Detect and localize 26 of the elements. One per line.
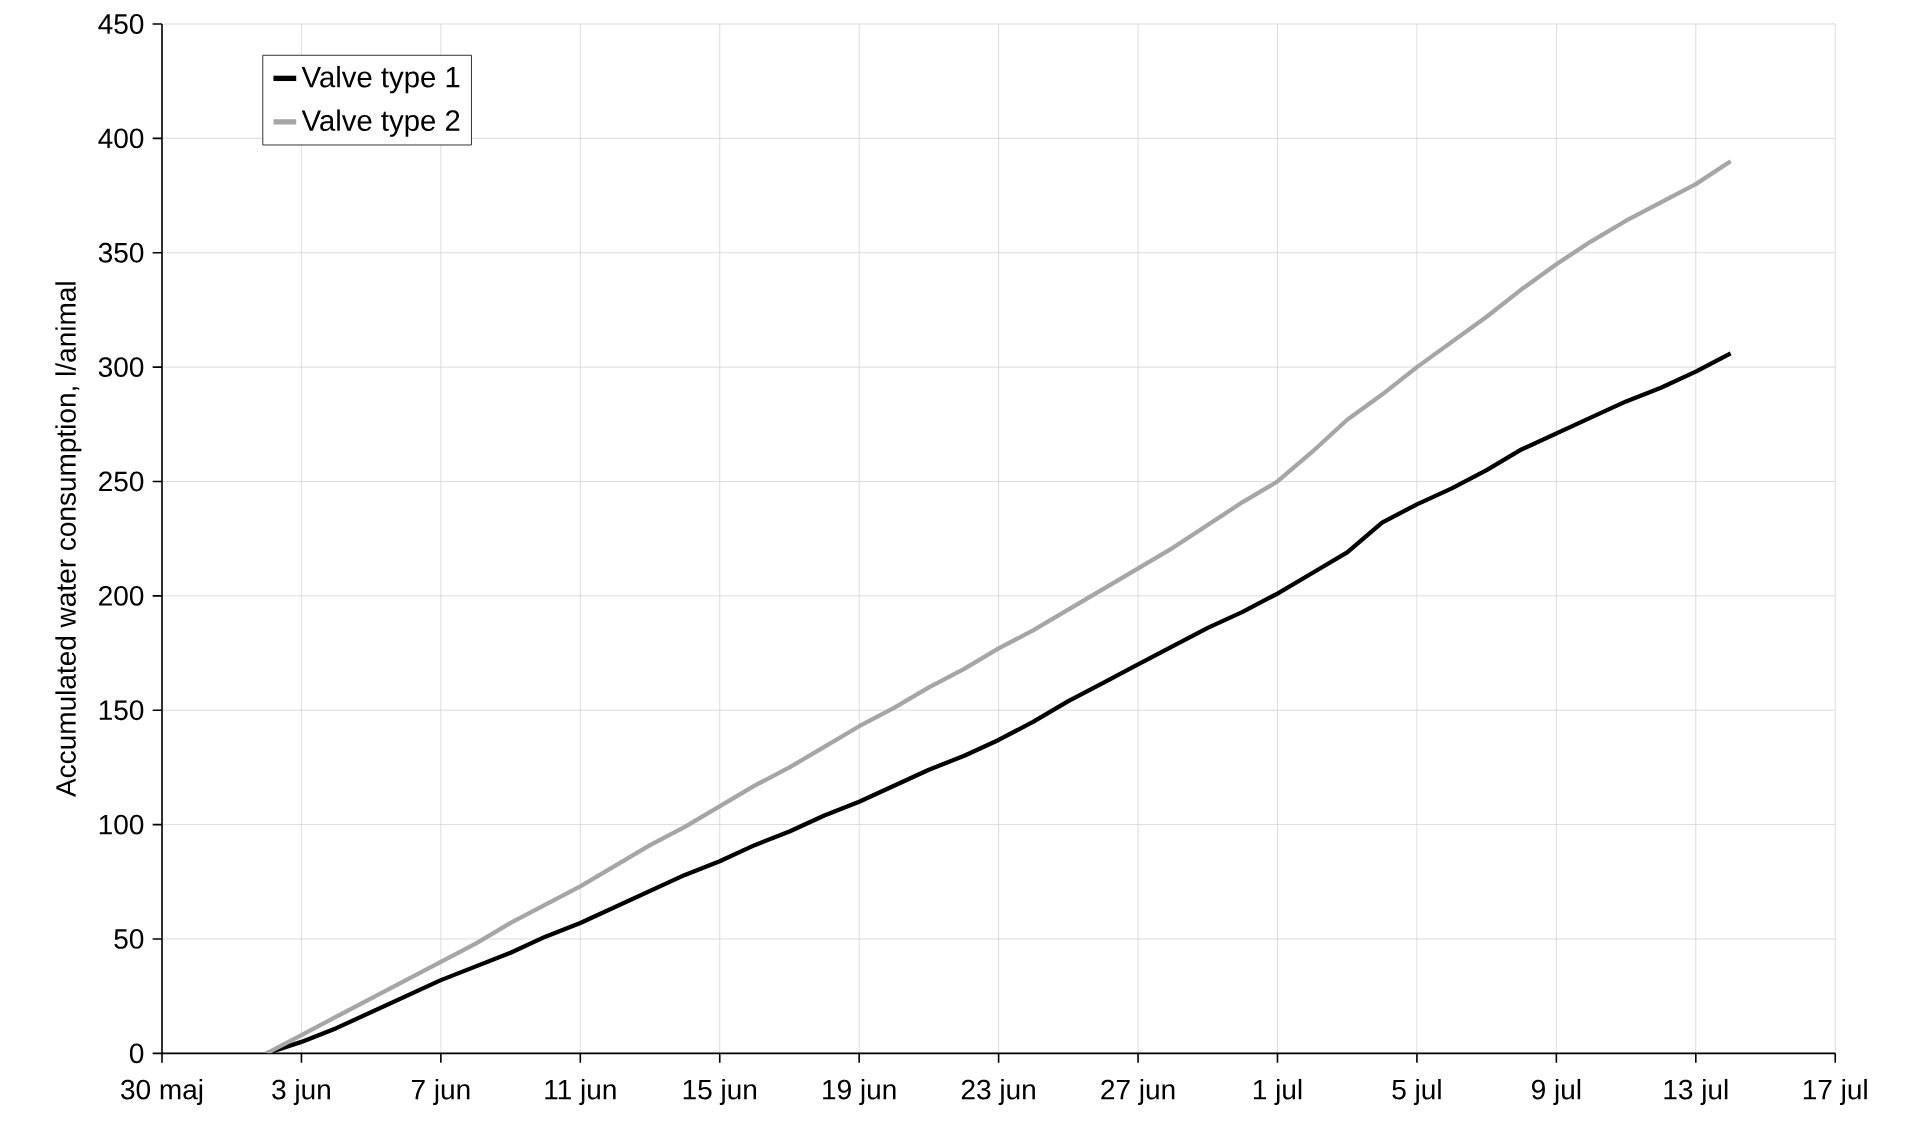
x-tick-label: 9 jul [1531,1078,1581,1106]
x-tick-label: 13 jul [1664,1078,1728,1106]
y-tick-label: 100 [99,814,144,835]
x-tick-label: 7 jun [411,1078,470,1106]
x-tick-label: 27 jun [1101,1078,1175,1106]
x-tick-label: 5 jul [1392,1078,1441,1106]
x-tick-label: 19 jun [823,1078,896,1106]
y-tick-label: 200 [99,585,144,606]
y-axis-title: Accumulated water consumption, l/animal [55,282,82,797]
y-tick-label: 50 [114,929,144,949]
y-tick-label: 150 [99,700,144,721]
y-tick-label: 0 [129,1043,144,1064]
x-tick-label: 23 jun [961,1078,1035,1106]
legend-label: Valve type 1 [301,65,460,94]
x-tick-label: 15 jun [683,1078,757,1106]
y-tick-label: 350 [98,242,144,263]
legend-label: Valve type 2 [301,109,460,137]
x-tick-label: 3 jun [272,1078,330,1106]
x-tick-label: 30 maj [121,1078,203,1106]
y-tick-label: 300 [98,357,144,378]
x-tick-label: 1 jul [1253,1078,1302,1106]
y-tick-label: 400 [98,128,144,149]
y-tick-label: 250 [99,471,144,492]
x-tick-label: 17 jul [1803,1078,1867,1106]
x-tick-label: 11 jun [545,1078,616,1106]
y-tick-label: 450 [98,14,144,34]
